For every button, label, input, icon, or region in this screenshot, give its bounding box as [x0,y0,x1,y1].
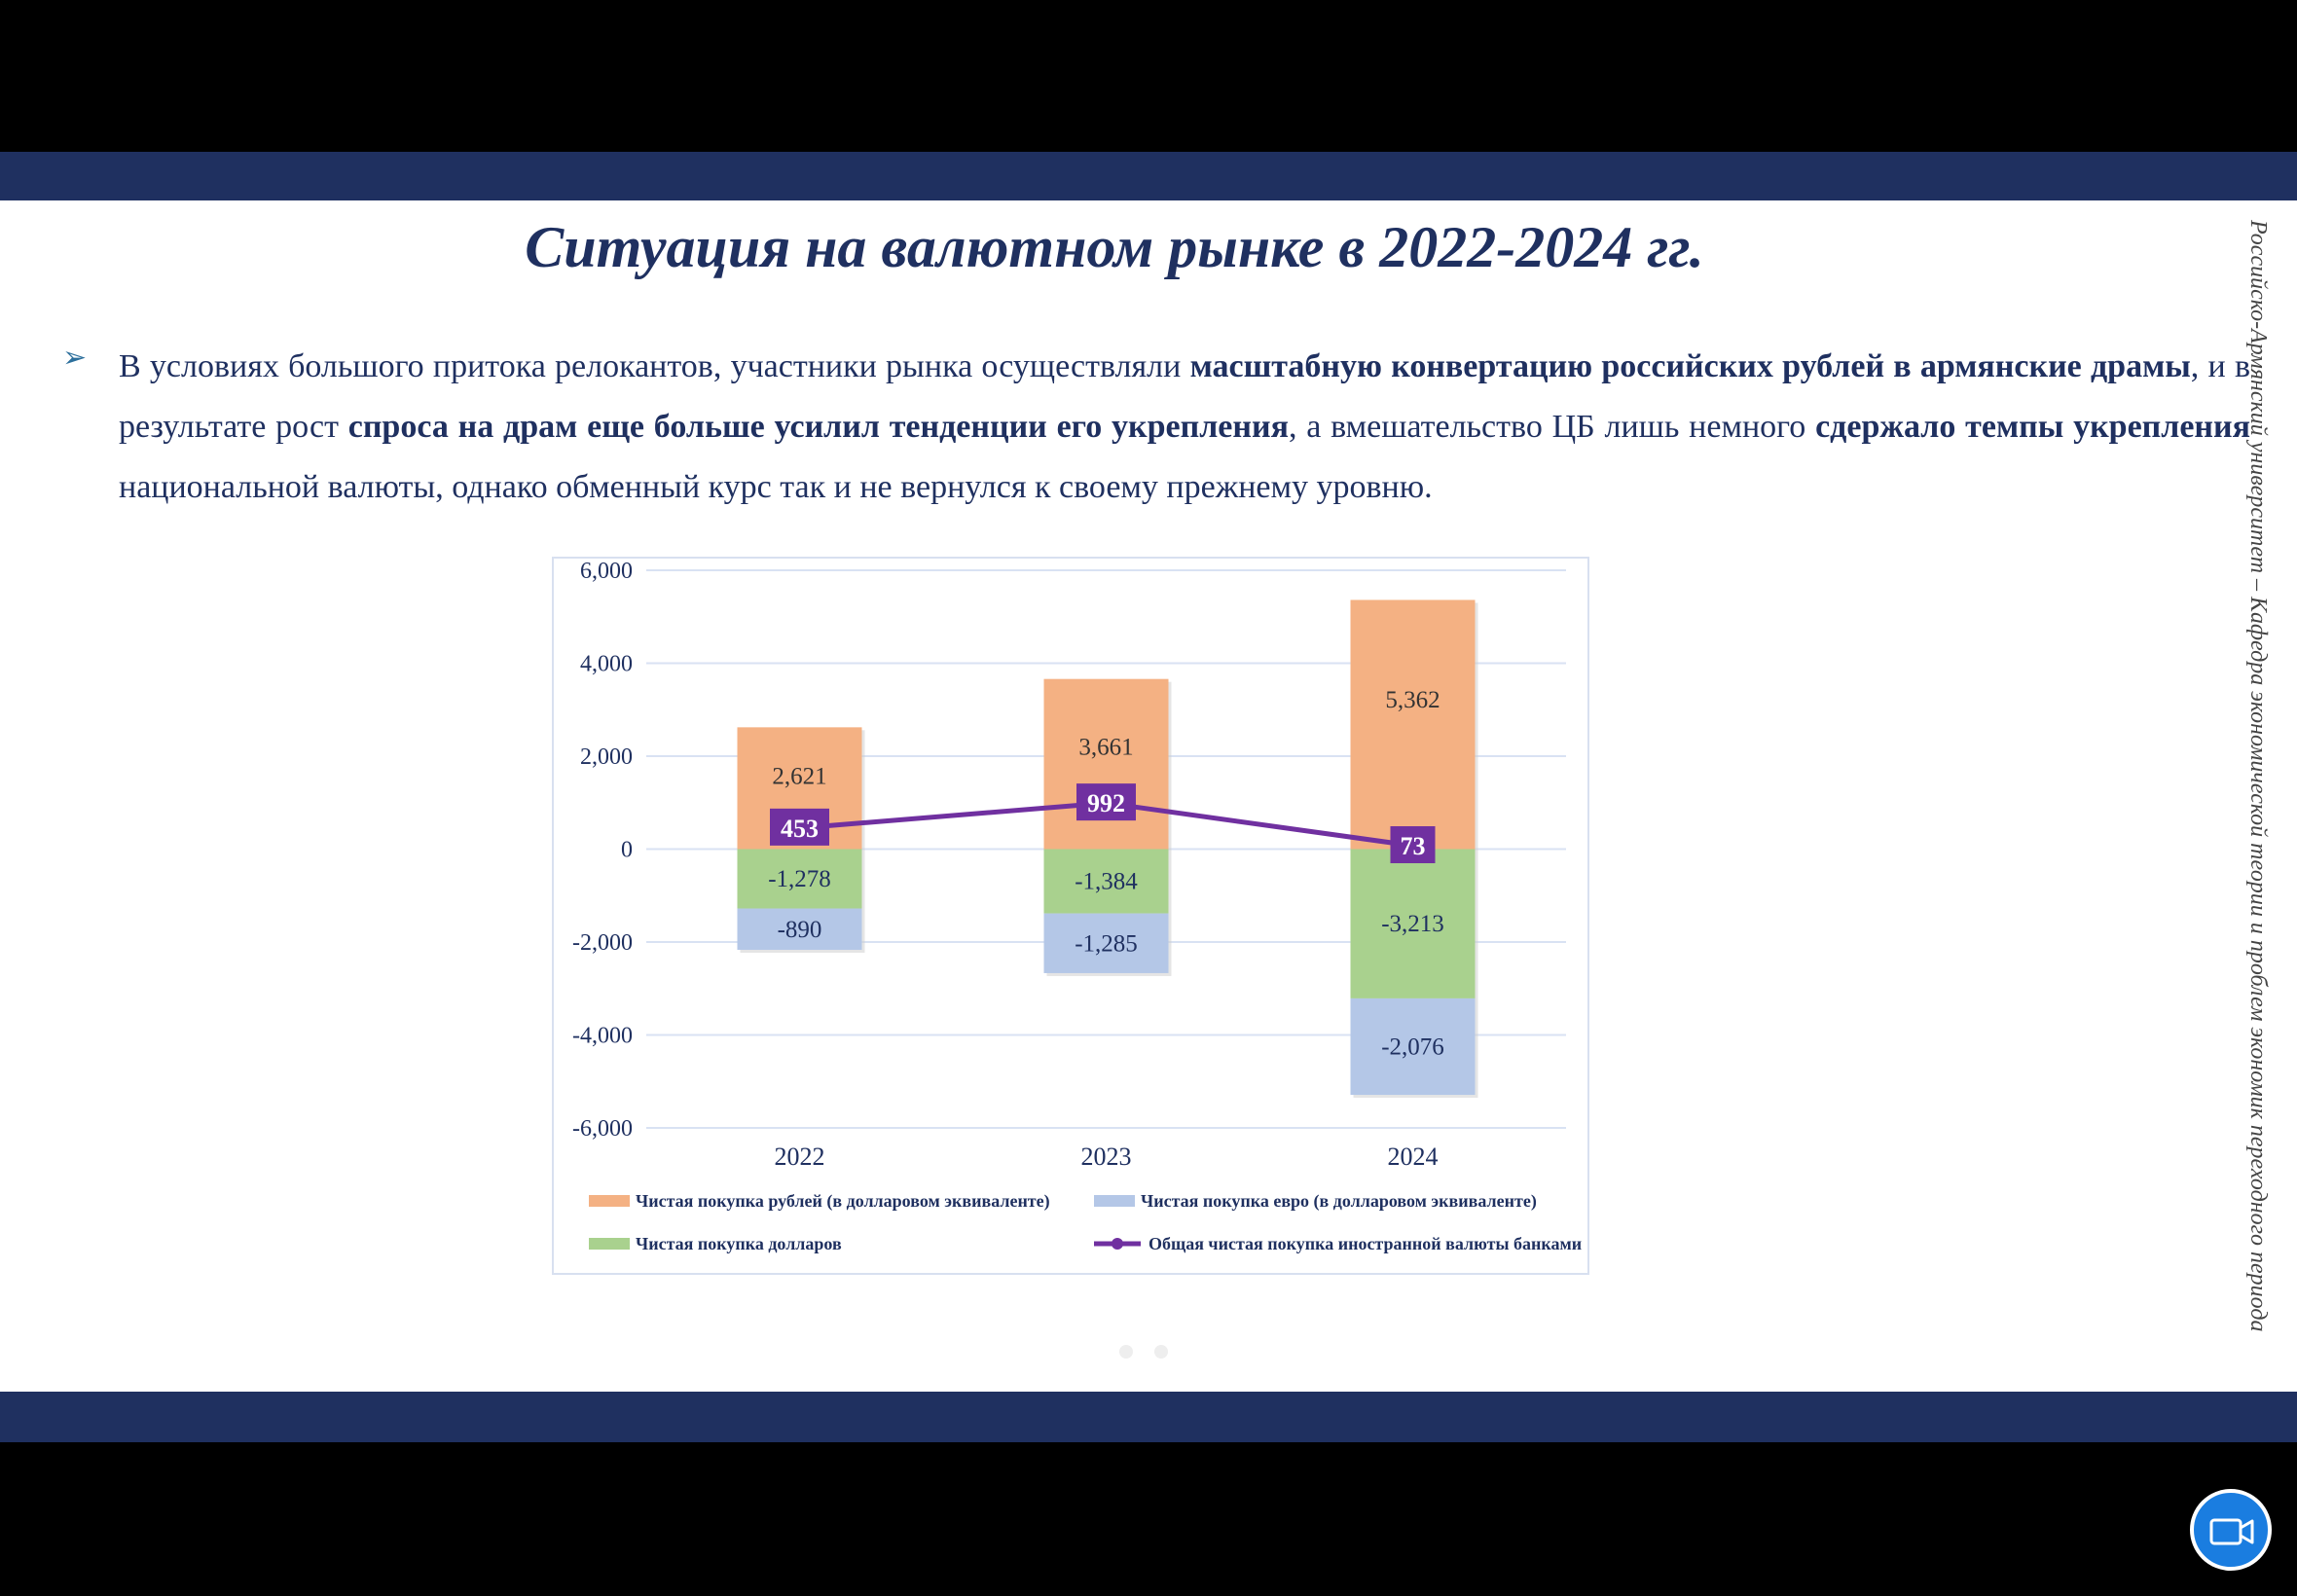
bar-dollars [1043,849,1169,914]
y-tick-label: -4,000 [572,1024,633,1049]
bar-dollars [737,849,862,909]
data-label-euro: -2,076 [1381,1034,1444,1060]
arrow-bullet-icon: ➢ [62,341,88,375]
bullet-text: В условиях большого притока релокантов, … [119,337,2250,518]
data-label-euro: -1,285 [1075,930,1138,957]
data-label-rubles: 2,621 [772,763,826,789]
slide: Ситуация на валютном рынке в 2022-2024 г… [0,152,2297,1442]
y-tick-label: 0 [621,838,633,863]
x-tick-label: 2024 [1388,1143,1439,1171]
data-label-total: 73 [1401,832,1426,860]
y-tick-label: 4,000 [580,652,633,677]
bullet-segment: , и в результате рост [119,348,2250,445]
legend-swatch [589,1195,630,1207]
side-caption: Российско-Армянский университет – Кафедр… [2244,220,2283,1378]
y-tick-label: 2,000 [580,744,633,770]
data-label-euro: -890 [778,917,822,943]
data-label-total: 992 [1087,789,1125,817]
x-tick-label: 2023 [1081,1143,1132,1171]
bar-rubles [1043,678,1169,850]
legend-swatch [1094,1195,1135,1207]
legend-label: Чистая покупка евро (в долларовом эквива… [1141,1191,1537,1212]
legend-label: Чистая покупка долларов [636,1234,842,1253]
pager-dot[interactable] [1154,1345,1168,1359]
slide-pager[interactable] [1119,1345,1189,1363]
video-camera-button[interactable] [2190,1489,2272,1571]
line-total-marker [1076,783,1136,821]
data-label-total: 453 [781,815,819,843]
bar-dollars [1350,849,1476,998]
x-tick-label: 2022 [775,1143,825,1171]
bullet-segment: национальной валюты, однако обменный кур… [119,469,1433,505]
legend-swatch [589,1238,630,1250]
pager-dot[interactable] [1119,1345,1133,1359]
chart-container: 6,000 4,000 2,000 0 -2,000 -4,000 -6,000 2,621 -… [552,557,1589,1275]
bullet-bold-segment: масштабную конвертацию российских рублей… [1189,348,2191,384]
bullet-segment: В условиях большого притока релокантов, … [119,348,1190,384]
legend-label: Чистая покупка рублей (в долларовом экви… [636,1191,1050,1212]
video-camera-icon [2209,1518,2254,1545]
legend-label: Общая чистая покупка иностранной валюты … [1148,1234,1582,1253]
stacked-bar-chart: 6,000 4,000 2,000 0 -2,000 -4,000 -6,000 2,621 -… [572,559,1582,1253]
bar-rubles [1350,599,1476,850]
side-caption-text: Российско-Армянский университет – Кафедр… [2245,220,2271,1332]
data-label-rubles: 5,362 [1385,687,1440,713]
data-label-rubles: 3,661 [1078,735,1133,761]
y-tick-label: -2,000 [572,930,633,956]
y-tick-label: -6,000 [572,1116,633,1142]
legend-swatch [1112,1238,1123,1250]
slide-title: Ситуация на валютном рынке в 2022-2024 г… [525,215,1704,279]
bar-euro [1043,913,1169,973]
bullet-segment: , а вмешательство ЦБ лишь немного [1288,409,1816,445]
data-label-dollars: -3,213 [1381,911,1444,937]
line-total-marker [1390,826,1436,864]
y-tick-label: 6,000 [580,559,633,584]
data-label-dollars: -1,384 [1075,869,1138,895]
bullet-bold-segment: спроса на драм еще больше усилил тенденц… [347,409,1289,445]
slide-bottom-band [0,1392,2297,1442]
bar-euro [737,908,862,951]
line-total-marker [770,808,829,846]
slide-top-band [0,152,2297,200]
data-label-dollars: -1,278 [768,866,831,892]
bullet-bold-segment: сдержало темпы укрепления [1815,409,2250,445]
bar-euro [1350,998,1476,1096]
